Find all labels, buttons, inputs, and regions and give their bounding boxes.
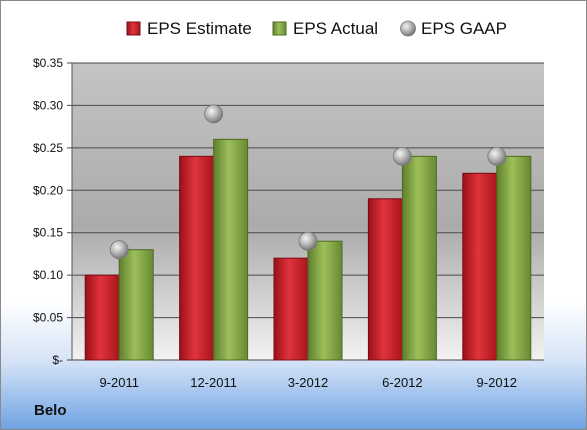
y-tick-label: $0.05 xyxy=(33,311,63,325)
legend-swatch xyxy=(400,20,416,37)
y-axis: $- $0.05 $0.10 $0.15 $0.20 $0.25 $0.30 $0.35 xyxy=(33,56,73,367)
marker-eps-gaap xyxy=(392,146,412,166)
y-tick-label: $0.20 xyxy=(33,183,63,197)
bar-eps-actual xyxy=(401,155,437,361)
legend-swatch xyxy=(126,21,141,36)
y-tick-label: $0.35 xyxy=(33,56,63,70)
y-tick-label: $0.25 xyxy=(33,141,63,155)
y-tick-label: $0.15 xyxy=(33,226,63,240)
x-tick-label: 6-2012 xyxy=(382,375,422,390)
x-tick-label: 9-2012 xyxy=(477,375,517,390)
marker-eps-gaap xyxy=(298,231,318,251)
bar-eps-actual xyxy=(213,138,249,361)
legend: EPS Estimate EPS Actual EPS GAAP xyxy=(126,19,507,38)
x-axis: 9-2011 12-2011 3-2012 6-2012 9-2012 xyxy=(99,375,517,390)
legend-label: EPS Estimate xyxy=(147,19,252,38)
y-tick-label: $0.10 xyxy=(33,268,63,282)
bars xyxy=(84,138,532,361)
legend-label: EPS Actual xyxy=(293,19,378,38)
marker-eps-gaap xyxy=(109,240,129,260)
bar-eps-estimate xyxy=(462,172,498,361)
x-tick-label: 12-2011 xyxy=(190,375,237,390)
bar-eps-actual xyxy=(496,155,532,361)
x-tick-label: 3-2012 xyxy=(288,375,328,390)
marker-eps-gaap xyxy=(204,104,224,124)
bar-eps-actual xyxy=(118,249,154,361)
bar-eps-actual xyxy=(307,240,343,361)
bar-eps-estimate xyxy=(179,155,215,361)
gaap-markers xyxy=(109,104,507,260)
legend-swatch xyxy=(272,21,287,36)
company-name: Belo xyxy=(34,402,67,419)
bar-eps-estimate xyxy=(273,257,309,361)
marker-eps-gaap xyxy=(487,146,507,166)
y-tick-label: $0.30 xyxy=(33,98,63,112)
bar-eps-estimate xyxy=(367,198,403,361)
legend-label: EPS GAAP xyxy=(421,19,507,38)
x-tick-label: 9-2011 xyxy=(99,375,139,390)
bar-eps-estimate xyxy=(84,274,120,361)
y-tick-label: $- xyxy=(52,353,63,367)
